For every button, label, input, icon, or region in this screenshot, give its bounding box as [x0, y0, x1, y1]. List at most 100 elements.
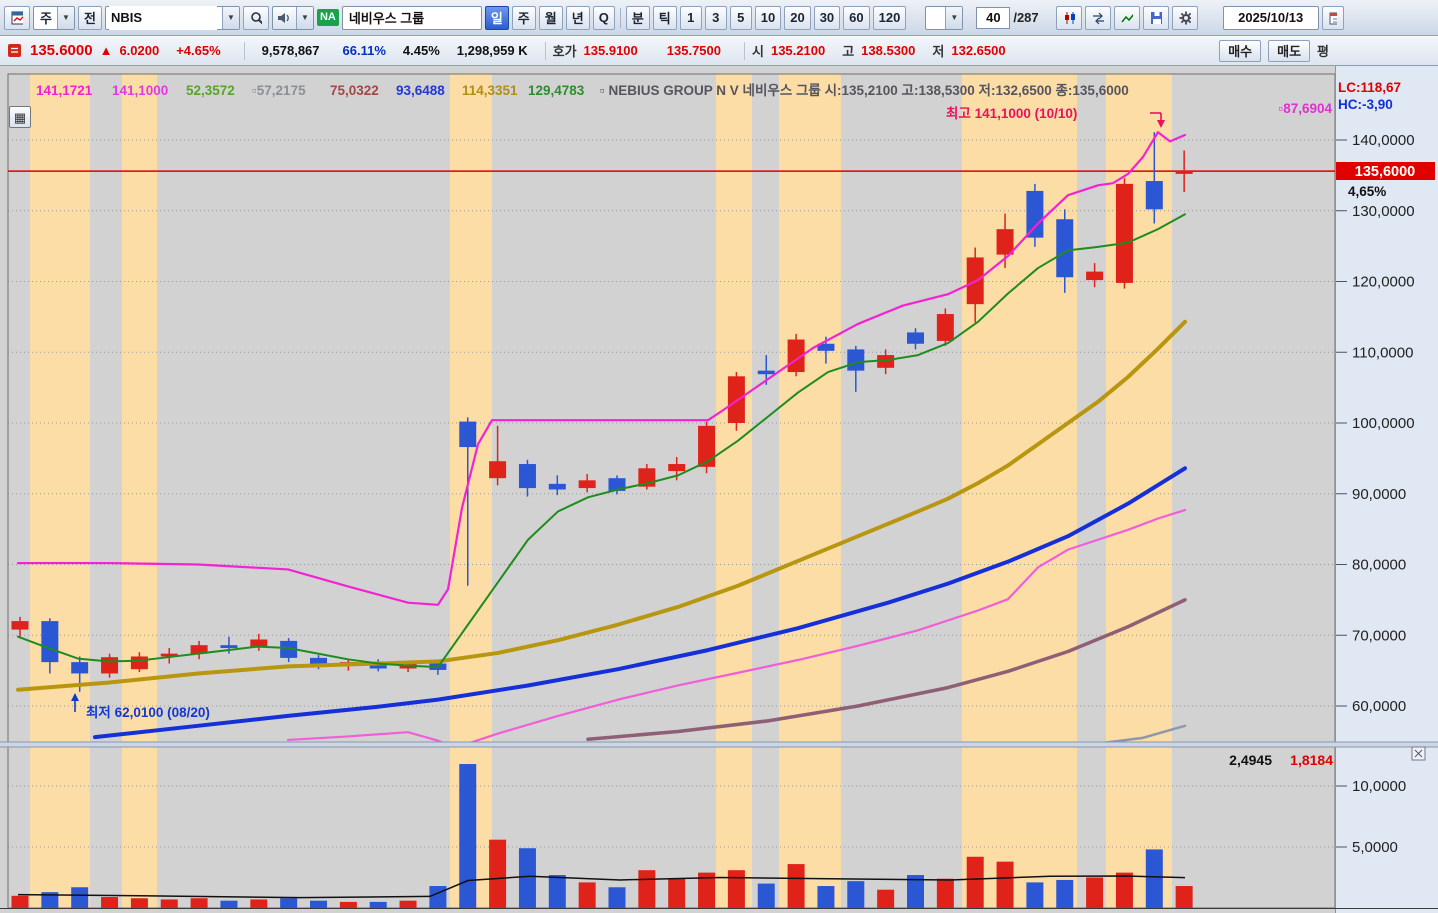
candle-body [11, 621, 29, 630]
interval-3-button[interactable]: 3 [704, 5, 727, 30]
pane-splitter[interactable] [0, 742, 1438, 747]
candle-body [698, 425, 716, 467]
volume-axis-label: 10,0000 [1352, 778, 1406, 795]
candle-body [250, 639, 268, 647]
candle-body [668, 464, 686, 472]
price-axis-label: 140,0000 [1352, 132, 1415, 149]
low-price: 132.6500 [951, 43, 1006, 58]
search-button[interactable] [242, 5, 269, 30]
date-field[interactable]: 2025/10/13 [1222, 5, 1319, 30]
low-annotation: 최저 62,0100 (08/20) [86, 705, 210, 720]
high-annotation-arrow-icon [1157, 120, 1165, 128]
interval-1-button[interactable]: 1 [679, 5, 702, 30]
band-value-label: ▫87,6904 [1278, 101, 1332, 116]
interval-5-button[interactable]: 5 [729, 5, 752, 30]
interval-10-button[interactable]: 10 [754, 5, 782, 30]
volume-bar [608, 887, 626, 908]
quote-memo-icon[interactable] [6, 42, 23, 59]
candle-body [907, 332, 924, 344]
high-price: 138.5300 [861, 43, 916, 58]
calendar-button[interactable] [1321, 5, 1344, 30]
volume-bar [1056, 879, 1074, 908]
ma-mauve-line [586, 598, 1187, 742]
high-label: 고 [842, 44, 855, 59]
calendar-icon [1329, 12, 1337, 24]
candle-body [71, 662, 89, 674]
volume-bar [190, 898, 208, 908]
price-axis-label: 100,0000 [1352, 415, 1415, 432]
interval-20-button[interactable]: 20 [784, 5, 811, 30]
candle-body [996, 229, 1014, 255]
price-axis-label: 60,0000 [1352, 698, 1406, 715]
volume-bar [787, 864, 805, 908]
candle-body [608, 478, 626, 491]
prev-stock-button[interactable]: 전 [77, 5, 102, 30]
hoga-label: 호가 [552, 44, 577, 59]
current-price-tag-label: 135,6000 [1355, 164, 1415, 180]
candle-body [41, 621, 59, 663]
save-button[interactable] [1142, 5, 1169, 30]
chart-grid-button[interactable]: ▦ [9, 106, 31, 128]
timeframe-month-button[interactable]: 월 [538, 5, 563, 30]
candle-body [310, 657, 327, 665]
volume-collapse-x-icon[interactable] [1414, 749, 1423, 758]
chevron-down-icon: ▼ [56, 6, 74, 29]
price-axis-label: 80,0000 [1352, 557, 1406, 574]
gear-icon [1179, 11, 1191, 24]
candle-body [518, 464, 536, 489]
interval-30-button[interactable]: 30 [813, 5, 841, 30]
current-price-tag [1336, 162, 1435, 180]
highlight-band [30, 74, 90, 742]
highlight-band [122, 747, 157, 908]
position-field[interactable]: 40 [976, 6, 1011, 29]
volume-bar [548, 875, 566, 908]
volume-bar [489, 839, 507, 908]
candle-body [1056, 219, 1074, 278]
timeframe-year-button[interactable]: 년 [565, 5, 590, 30]
volume-bar [996, 861, 1014, 908]
chevron-down-icon: ▼ [295, 6, 313, 29]
volume-bar [1086, 877, 1104, 908]
price-pane [8, 131, 1335, 742]
legend-value: ▫57,2175 [252, 83, 306, 98]
mode-tick-button[interactable]: 틱 [652, 5, 677, 30]
volume-bar [668, 878, 686, 908]
volume-value: 9,578,867 [261, 43, 320, 58]
candle-chart-button[interactable] [1055, 5, 1082, 30]
buy-button[interactable]: 매수 [1219, 39, 1262, 62]
divider [544, 41, 546, 60]
extra-combo[interactable]: ▼ [925, 5, 964, 30]
chart-window-button[interactable] [4, 5, 30, 30]
price-axis-label: 130,0000 [1352, 203, 1415, 220]
line-chart-button[interactable] [1113, 5, 1140, 30]
highlight-band [1106, 74, 1172, 742]
timeframe-day-button[interactable]: 일 [484, 5, 509, 30]
volume-bar [220, 900, 238, 908]
chevron-down-icon[interactable]: ▼ [221, 6, 239, 29]
sound-combo[interactable]: ▼ [271, 5, 314, 30]
interval-120-button[interactable]: 120 [872, 5, 907, 30]
sell-button[interactable]: 매도 [1268, 39, 1311, 62]
candle-chart-icon [1064, 11, 1075, 24]
volume-ma-value: 2,4945 [1229, 752, 1272, 768]
price-up-arrow-icon: ▲ [99, 43, 113, 58]
candle-body [220, 645, 238, 648]
interval-60-button[interactable]: 60 [843, 5, 870, 30]
settings-button[interactable] [1171, 5, 1198, 30]
timeframe-week-button[interactable]: 주 [511, 5, 536, 30]
compare-button[interactable] [1084, 5, 1111, 30]
period-combo[interactable]: 주 ▼ [33, 5, 75, 30]
candlestick-chart: 140,0000 130,0000 120,0000 110,0000 100,0000… [0, 66, 1438, 913]
position-total: /287 [1013, 10, 1039, 25]
candle-body [936, 314, 954, 341]
volume-bar [907, 875, 924, 908]
mode-minute-button[interactable]: 분 [625, 5, 650, 30]
chevron-down-icon: ▼ [945, 6, 963, 29]
candle-body [1026, 190, 1044, 238]
volume-bar [339, 901, 357, 908]
memo-icon [8, 44, 21, 57]
candle-body [280, 640, 298, 658]
symbol-input[interactable] [108, 5, 217, 30]
ma-slow-blue-line [93, 466, 1187, 740]
timeframe-quarter-button[interactable]: Q [592, 5, 615, 30]
